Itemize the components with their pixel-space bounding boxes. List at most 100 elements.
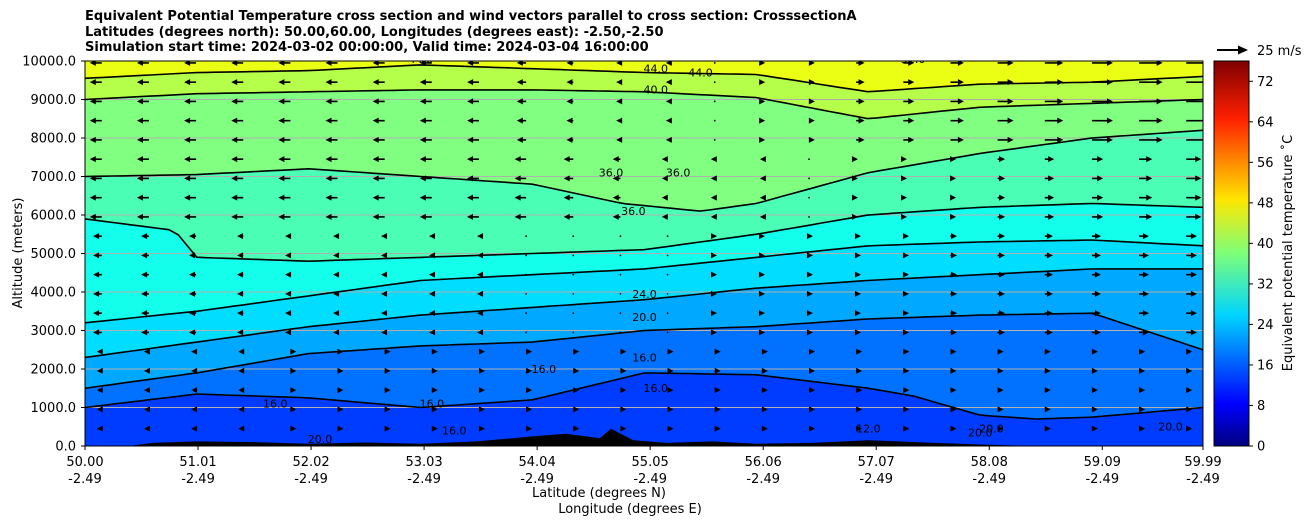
colorbar-tick-label: 72 [1257, 75, 1274, 90]
wind-vector-head [337, 367, 344, 374]
wind-vector-head [902, 290, 909, 297]
wind-vector-head [333, 290, 340, 297]
wind-vector-head [710, 310, 717, 317]
wind-vector-head [950, 425, 957, 432]
title-line-3: Simulation start time: 2024-03-02 00:00:… [85, 40, 649, 55]
wind-vector-dot [525, 273, 528, 276]
wind-vector-head [1206, 137, 1212, 143]
wind-vector-head [93, 271, 100, 278]
wind-vector-head [998, 233, 1005, 240]
wind-vector-head [710, 271, 717, 278]
wind-vector-dot [713, 139, 716, 141]
wind-vector-head [381, 252, 388, 259]
wind-vector-head [237, 290, 244, 297]
colorbar-tick-label: 8 [1257, 399, 1265, 414]
wind-vector-head [997, 387, 1004, 394]
wind-vector-head [477, 271, 484, 278]
title-line-1: Equivalent Potential Temperature cross s… [85, 9, 857, 24]
wind-vector-head [616, 98, 623, 105]
colorbar-tick-label: 64 [1257, 115, 1274, 130]
wind-vector-head [184, 213, 191, 220]
wind-vector-head [191, 367, 198, 374]
x-tick-label-lon: -2.49 [859, 472, 893, 487]
wind-vector-head [620, 425, 627, 432]
wind-vector-head [184, 156, 191, 163]
x-tick-label-lon: -2.49 [294, 472, 328, 487]
wind-vector-head [1048, 194, 1055, 201]
wind-vector-head [1048, 213, 1055, 220]
wind-vector-head [325, 136, 332, 143]
wind-vector-head [563, 175, 570, 182]
wind-vector-head [854, 329, 861, 336]
wind-vector-head [1139, 387, 1146, 394]
wind-vector-head [141, 290, 148, 297]
wind-vector-head [957, 61, 964, 66]
wind-vector-head [808, 61, 815, 66]
wind-vector-head [478, 367, 485, 374]
wind-vector-head [1057, 98, 1064, 105]
wind-vector-dot [666, 331, 669, 334]
wind-vector-head [950, 233, 957, 240]
wind-vector-head [573, 348, 580, 355]
wind-vector-head [285, 233, 292, 240]
wind-vector-head [761, 348, 768, 355]
wind-vector-head [372, 117, 379, 124]
y-tick-label: 8000.0 [31, 132, 77, 147]
wind-vector-head [759, 156, 766, 163]
contour-label: 20.0 [968, 426, 993, 439]
wind-vector-head [620, 348, 627, 355]
x-tick-label-lat: 55.05 [632, 455, 669, 470]
wind-vector-head [467, 61, 474, 66]
wind-vector-head [903, 425, 910, 432]
wind-vector-dot [619, 254, 622, 257]
wind-vector-head [89, 79, 96, 86]
wind-vector-head [758, 271, 765, 278]
wind-vector-head [710, 329, 717, 336]
wind-vector-head [612, 175, 619, 182]
wind-vector-head [759, 213, 766, 220]
plot-area: 44.0 44.0 44.0 40.0 52.0 36.0 36.0 36.0 24.0 20.0… [85, 61, 1212, 446]
wind-vector-head [1139, 367, 1146, 374]
wind-vector-head [851, 213, 858, 220]
wind-vector-dot [713, 119, 716, 122]
wind-vector-head [1106, 117, 1113, 124]
wind-vector-head [93, 310, 100, 317]
wind-vector-head [189, 329, 196, 336]
wind-vector-head [1142, 310, 1149, 317]
wind-vector-head [1142, 290, 1149, 297]
wind-vector-head [1091, 348, 1098, 355]
wind-vector-head [1186, 387, 1193, 394]
wind-vector-head [325, 194, 332, 201]
wind-vector-head [806, 329, 813, 336]
wind-vector-head [526, 387, 533, 394]
x-tick-label-lon: -2.49 [407, 472, 441, 487]
y-tick-label: 9000.0 [31, 93, 77, 108]
wind-vector-head [1156, 61, 1163, 66]
wind-vector-head [136, 79, 143, 86]
wind-vector-head [419, 213, 426, 220]
wind-vector-head [431, 387, 438, 394]
wind-vector-head [285, 290, 292, 297]
wind-vector-head [514, 156, 521, 163]
y-tick-label: 1000.0 [31, 401, 77, 416]
wind-vector-head [667, 406, 674, 413]
wind-vector-head [372, 194, 379, 201]
contour-line-24 [85, 268, 1203, 359]
wind-vector-head [714, 387, 721, 394]
wind-vector-head [333, 233, 340, 240]
wind-vector-dot [525, 331, 528, 334]
wind-vector-head [238, 348, 245, 355]
wind-vector-head [1097, 175, 1104, 182]
wind-vector-head [950, 156, 957, 163]
wind-vector-head [184, 79, 191, 86]
wind-vector-head [372, 213, 379, 220]
wind-vector-head [96, 348, 103, 355]
wind-vector-head [856, 367, 863, 374]
wind-vector-dot [666, 293, 669, 295]
wind-vector-head [1156, 117, 1163, 124]
wind-vector-head [184, 117, 191, 124]
wind-vector-head [466, 156, 473, 163]
wind-vector-head [337, 348, 344, 355]
wind-vector-head [514, 213, 521, 220]
wind-vector-head [1186, 425, 1193, 432]
